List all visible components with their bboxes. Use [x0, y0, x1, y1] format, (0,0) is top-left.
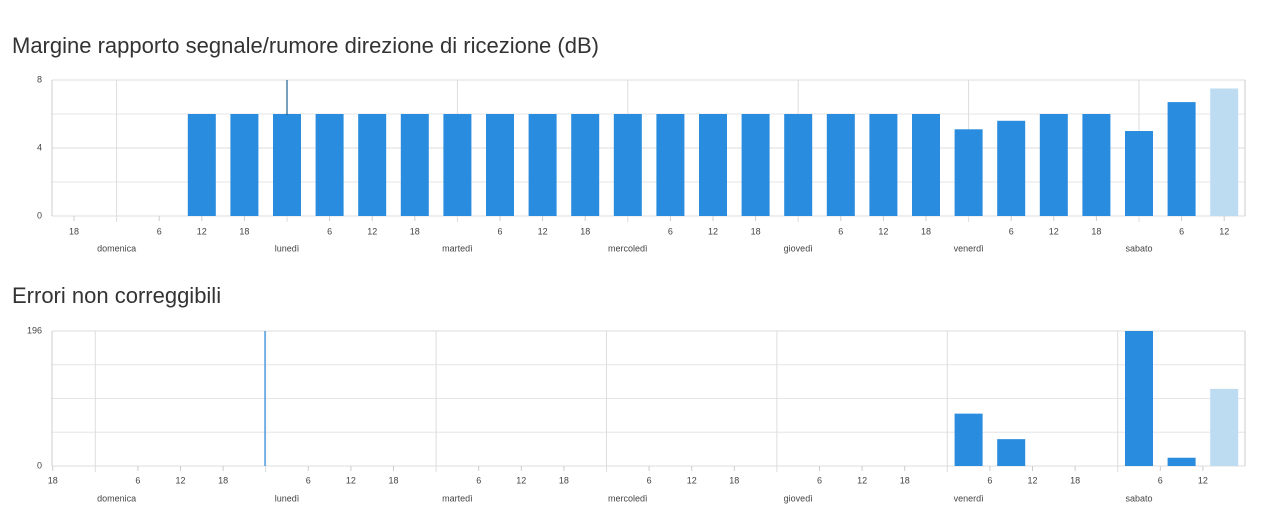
- bar: [1039, 114, 1068, 216]
- x-tick-label: 18: [410, 226, 420, 236]
- bar: [1210, 88, 1239, 216]
- x-day-label: venerdì: [954, 493, 984, 503]
- x-day-label: domenica: [97, 243, 136, 253]
- x-tick-label: 12: [687, 475, 697, 485]
- x-tick-label: 12: [197, 226, 207, 236]
- bar: [571, 114, 600, 216]
- x-tick-label: 12: [1027, 475, 1037, 485]
- bar: [400, 114, 429, 216]
- bar: [230, 114, 259, 216]
- bar: [912, 114, 940, 216]
- x-tick-label: 6: [987, 475, 992, 485]
- bar: [784, 114, 813, 216]
- x-tick-label: 18: [69, 226, 79, 236]
- x-tick-label: 18: [1070, 475, 1080, 485]
- bar: [741, 114, 770, 216]
- x-tick-label: 12: [538, 226, 548, 236]
- x-tick-label: 6: [647, 475, 652, 485]
- x-day-label: sabato: [1125, 493, 1152, 503]
- x-tick-label: 12: [878, 226, 888, 236]
- x-day-label: domenica: [97, 493, 136, 503]
- x-tick-label: 18: [1091, 226, 1101, 236]
- bar: [699, 114, 727, 216]
- x-day-label: martedì: [442, 493, 473, 503]
- x-tick-label: 18: [559, 475, 569, 485]
- x-tick-label: 6: [497, 226, 502, 236]
- x-tick-label: 6: [476, 475, 481, 485]
- x-tick-label: 6: [838, 226, 843, 236]
- x-tick-label: 6: [817, 475, 822, 485]
- bar: [187, 114, 216, 216]
- x-tick-label: 6: [157, 226, 162, 236]
- bar: [954, 129, 983, 216]
- bar: [486, 114, 514, 216]
- x-tick-label: 18: [751, 226, 761, 236]
- x-tick-label: 12: [708, 226, 718, 236]
- x-tick-label: 12: [346, 475, 356, 485]
- x-tick-label: 18: [48, 475, 58, 485]
- x-tick-label: 12: [1049, 226, 1059, 236]
- x-day-label: mercoledì: [608, 243, 648, 253]
- x-tick-label: 18: [729, 475, 739, 485]
- y-tick-label: 8: [37, 74, 42, 84]
- x-tick-label: 18: [580, 226, 590, 236]
- x-day-label: sabato: [1125, 243, 1152, 253]
- x-tick-label: 18: [900, 475, 910, 485]
- x-tick-label: 18: [218, 475, 228, 485]
- bar: [358, 114, 387, 216]
- x-tick-label: 18: [388, 475, 398, 485]
- x-tick-label: 18: [921, 226, 931, 236]
- x-tick-label: 18: [239, 226, 249, 236]
- bar: [1210, 388, 1239, 466]
- x-tick-label: 6: [1158, 475, 1163, 485]
- y-tick-label: 0: [37, 210, 42, 220]
- x-day-label: giovedì: [784, 243, 813, 253]
- bar: [656, 114, 685, 216]
- x-tick-label: 6: [1179, 226, 1184, 236]
- chart-title: Errori non correggibili: [12, 283, 221, 308]
- x-tick-label: 6: [668, 226, 673, 236]
- bar: [528, 114, 557, 216]
- y-tick-label: 196: [27, 325, 42, 335]
- x-day-label: venerdì: [954, 243, 984, 253]
- chart-title: Margine rapporto segnale/rumore direzion…: [12, 33, 599, 58]
- x-tick-label: 12: [1198, 475, 1208, 485]
- x-day-label: giovedì: [784, 493, 813, 503]
- x-tick-label: 12: [516, 475, 526, 485]
- x-tick-label: 12: [175, 475, 185, 485]
- x-tick-label: 6: [327, 226, 332, 236]
- y-tick-label: 4: [37, 142, 42, 152]
- bar: [997, 439, 1026, 466]
- x-day-label: lunedì: [275, 493, 300, 503]
- bar: [443, 114, 472, 216]
- bar: [1082, 114, 1111, 216]
- bar: [997, 120, 1026, 216]
- x-tick-label: 12: [367, 226, 377, 236]
- x-tick-label: 12: [1219, 226, 1229, 236]
- bar: [869, 114, 898, 216]
- bar: [1167, 457, 1196, 466]
- bar: [954, 413, 983, 466]
- bar: [1125, 131, 1153, 216]
- x-day-label: mercoledì: [608, 493, 648, 503]
- x-tick-label: 12: [857, 475, 867, 485]
- x-tick-label: 6: [1009, 226, 1014, 236]
- bar: [273, 114, 301, 216]
- x-tick-label: 6: [306, 475, 311, 485]
- y-tick-label: 0: [37, 460, 42, 470]
- x-day-label: martedì: [442, 243, 473, 253]
- bar: [1167, 102, 1196, 216]
- bar: [826, 114, 855, 216]
- bar: [1125, 331, 1153, 466]
- bar: [613, 114, 642, 216]
- bar: [315, 114, 344, 216]
- x-tick-label: 6: [135, 475, 140, 485]
- x-day-label: lunedì: [275, 243, 300, 253]
